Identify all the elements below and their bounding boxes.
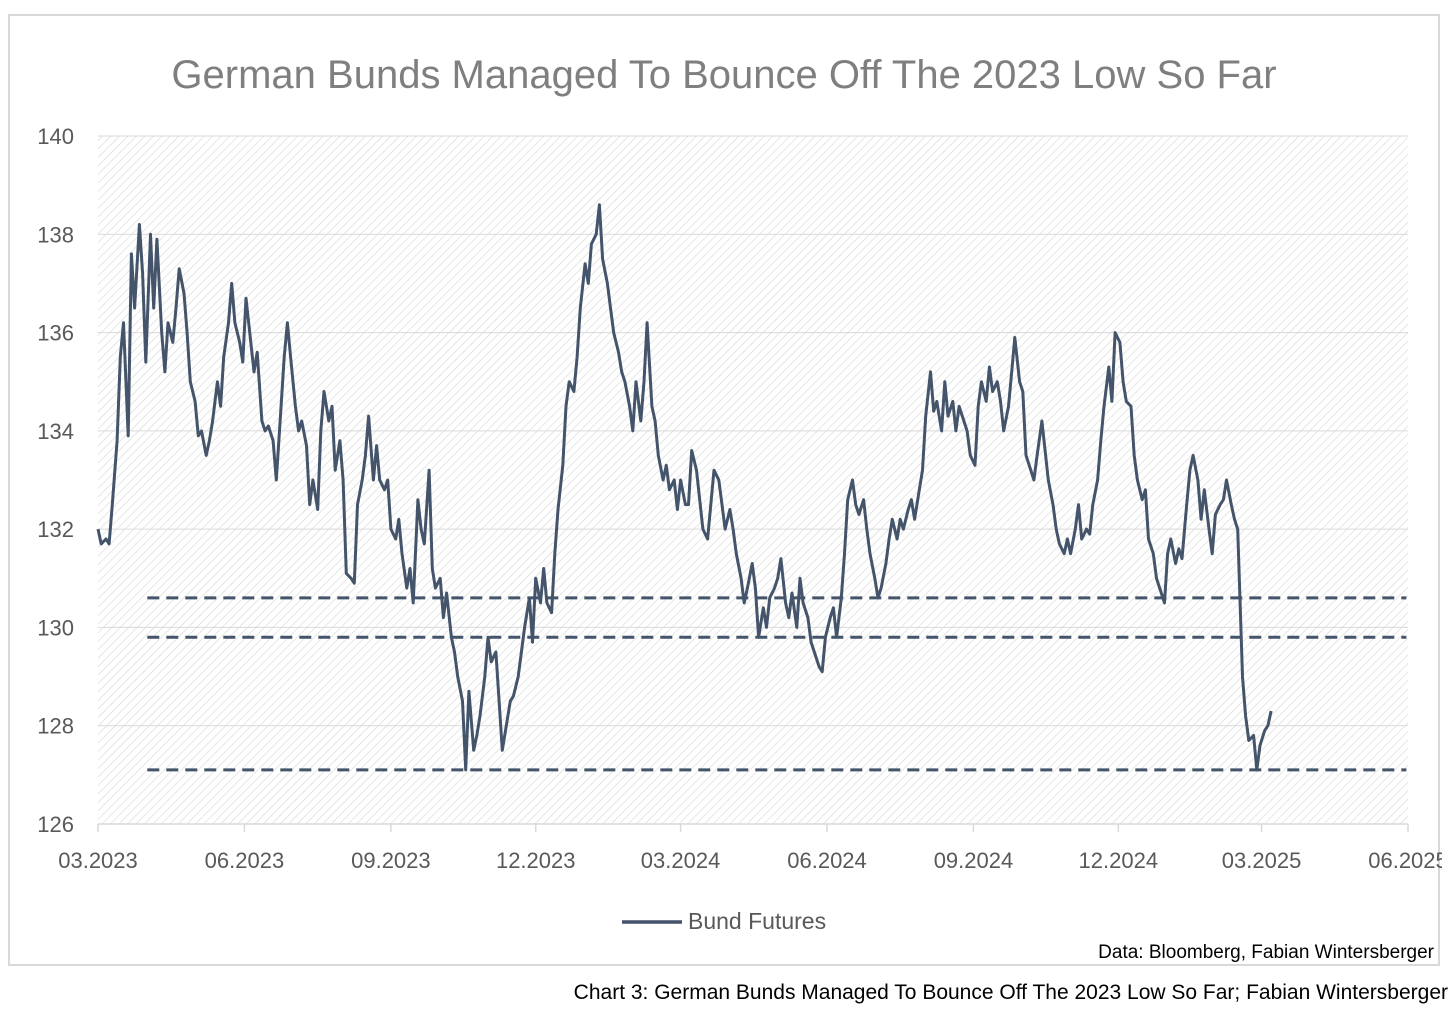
y-tick-label: 130	[37, 615, 74, 640]
source-note: Data: Bloomberg, Fabian Wintersberger	[1098, 942, 1434, 963]
plot-area	[98, 136, 1408, 824]
x-tick-label: 12.2023	[496, 848, 576, 873]
x-tick-label: 03.2025	[1222, 848, 1302, 873]
chart-frame: German Bunds Managed To Bounce Off The 2…	[8, 14, 1442, 966]
x-tick-label: 06.2024	[787, 848, 867, 873]
y-tick-label: 136	[37, 321, 74, 346]
y-tick-label: 126	[37, 812, 74, 837]
series-line-bund-futures	[96, 203, 1273, 772]
y-tick-label: 132	[37, 517, 74, 542]
y-tick-label: 140	[37, 124, 74, 149]
x-tick-label: 09.2023	[351, 848, 431, 873]
legend-label: Bund Futures	[688, 908, 826, 934]
chart-title: German Bunds Managed To Bounce Off The 2…	[171, 53, 1276, 97]
legend: Bund Futures	[622, 908, 826, 934]
gridlines	[98, 135, 1408, 825]
y-tick-label: 134	[37, 419, 74, 444]
x-axis: 03.2023 06.2023 09.2023 12.2023 03.2024 06.20…	[58, 823, 1442, 873]
x-tick-label: 12.2024	[1079, 848, 1159, 873]
x-tick-label: 06.2025	[1368, 848, 1442, 873]
x-tick-label: 03.2024	[641, 848, 721, 873]
y-tick-label: 128	[37, 714, 74, 739]
y-tick-label: 138	[37, 222, 74, 247]
chart-svg: German Bunds Managed To Bounce Off The 2…	[37, 53, 1442, 963]
caption: Chart 3: German Bunds Managed To Bounce …	[573, 981, 1448, 1004]
series-layer	[96, 203, 1407, 772]
x-tick-label: 06.2023	[205, 848, 285, 873]
y-axis: 126 128 130 132 134 136 138 140	[37, 124, 74, 837]
x-tick-label: 03.2023	[58, 848, 138, 873]
x-tick-label: 09.2024	[934, 848, 1014, 873]
